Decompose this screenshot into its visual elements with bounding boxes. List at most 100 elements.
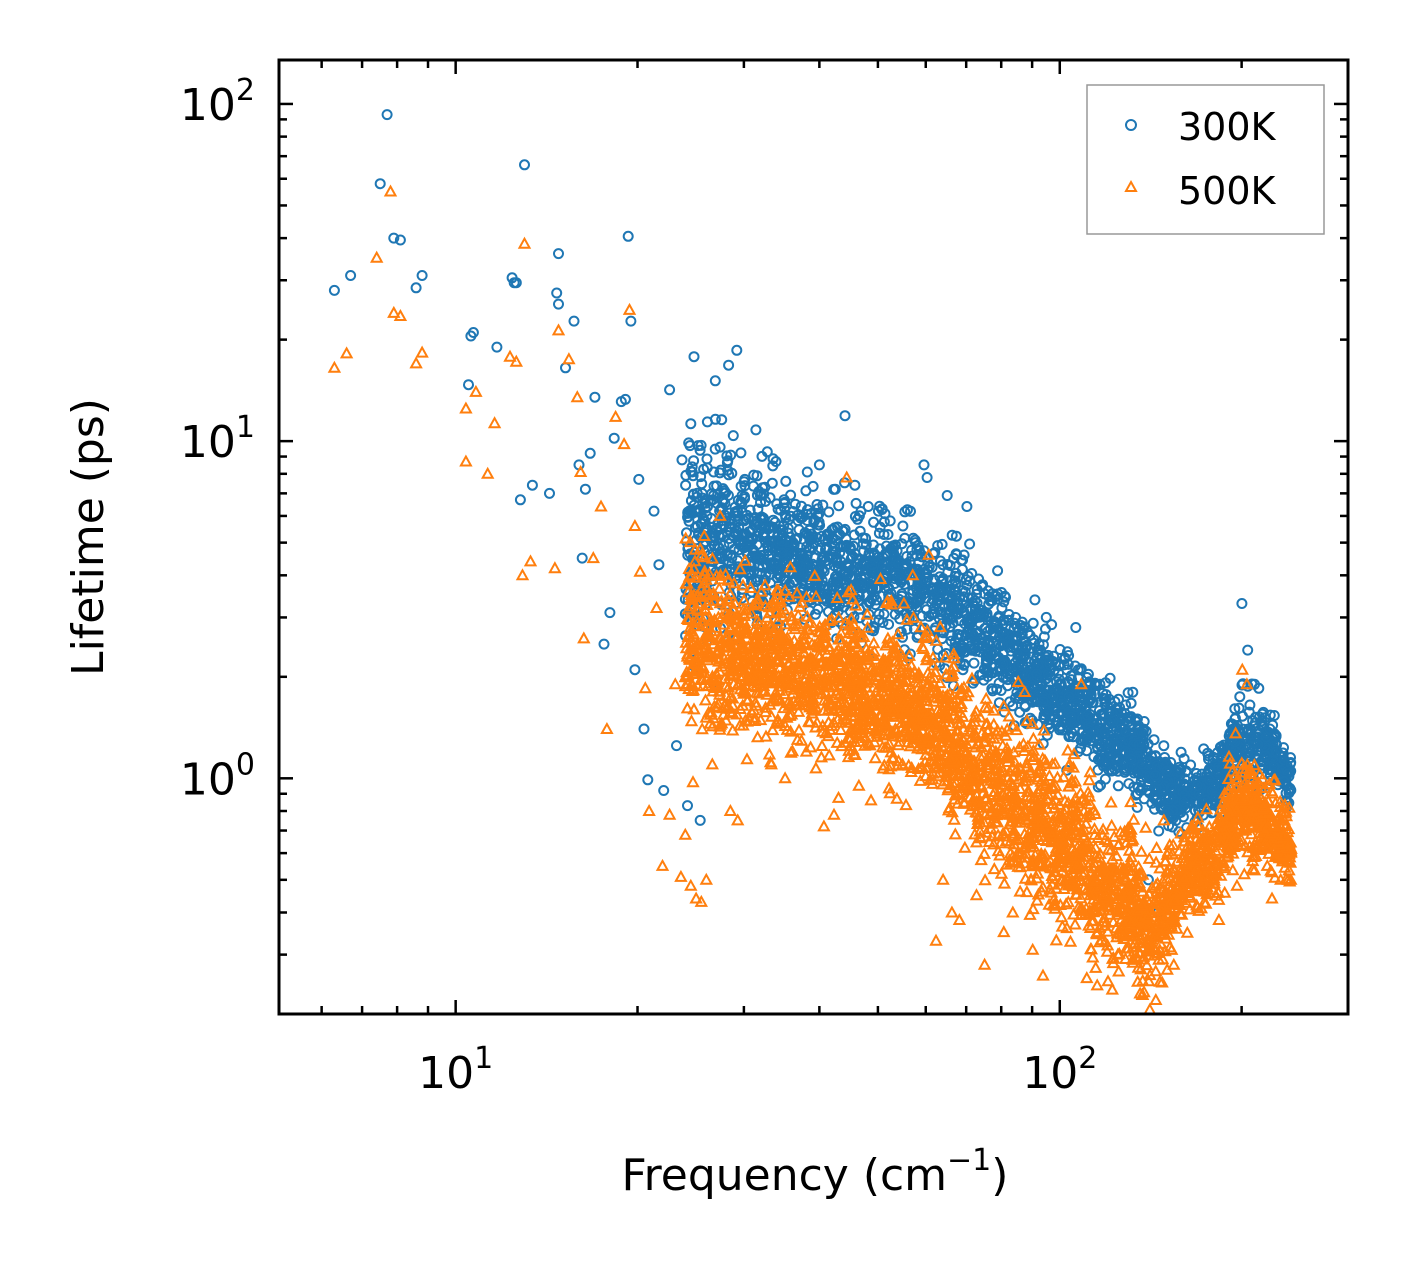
- data-point: [948, 827, 962, 840]
- data-point: [680, 479, 692, 491]
- data-point: [658, 785, 670, 796]
- data-point: [1134, 844, 1149, 857]
- data-point: [855, 578, 867, 590]
- data-point: [892, 557, 904, 569]
- data-point: [1284, 785, 1295, 796]
- data-point: [830, 735, 844, 748]
- data-point: [818, 533, 830, 545]
- data-point: [789, 498, 801, 510]
- data-point: [1036, 880, 1050, 893]
- data-point: [1163, 940, 1177, 953]
- data-point: [934, 606, 946, 618]
- data-point: [1031, 866, 1045, 879]
- data-point: [696, 672, 710, 685]
- data-point: [1218, 885, 1232, 898]
- data-point: [1104, 795, 1118, 808]
- data-point: [589, 391, 601, 403]
- data-point: [1018, 871, 1033, 884]
- data-point: [935, 777, 950, 790]
- data-point: [1099, 696, 1111, 708]
- data-point: [1180, 802, 1192, 814]
- data-point: [772, 503, 784, 515]
- data-point: [1059, 897, 1073, 910]
- data-point: [810, 715, 824, 728]
- data-point: [1089, 960, 1103, 973]
- data-point: [880, 547, 892, 559]
- data-point: [701, 453, 713, 465]
- data-point: [758, 705, 773, 718]
- data-point: [951, 549, 963, 561]
- data-point: [987, 862, 1001, 875]
- data-point: [1032, 737, 1047, 750]
- data-point: [883, 618, 895, 630]
- data-point: [755, 683, 770, 696]
- data-point: [1112, 964, 1126, 977]
- data-point: [1112, 780, 1124, 792]
- data-point: [625, 315, 637, 327]
- data-point: [1131, 713, 1143, 725]
- data-point: [804, 545, 816, 557]
- data-point: [1252, 738, 1264, 750]
- data-point: [1235, 739, 1247, 751]
- data-point: [1066, 727, 1078, 739]
- data-point: [792, 723, 806, 736]
- data-point: [1243, 706, 1255, 718]
- data-point: [755, 497, 766, 509]
- data-point: [1101, 835, 1115, 848]
- data-point: [1199, 896, 1213, 909]
- data-point: [832, 632, 846, 645]
- data-point: [982, 638, 994, 650]
- data-point: [817, 551, 829, 563]
- data-point: [919, 575, 931, 587]
- data-point: [971, 584, 983, 595]
- data-point: [911, 550, 923, 561]
- data-point: [721, 450, 733, 462]
- data-point: [990, 815, 1005, 828]
- data-point: [1100, 689, 1112, 701]
- data-point: [949, 787, 963, 800]
- data-point: [1208, 779, 1220, 791]
- data-point: [1062, 850, 1076, 863]
- data-point: [1058, 653, 1070, 665]
- data-point: [1030, 893, 1044, 906]
- data-point: [983, 598, 995, 610]
- data-point: [568, 315, 580, 327]
- data-point: [1053, 850, 1068, 863]
- data-point: [1236, 679, 1248, 691]
- data-point: [687, 470, 699, 482]
- data-point: [997, 699, 1011, 712]
- data-point: [743, 580, 758, 593]
- data-point: [1133, 739, 1145, 751]
- data-point: [722, 464, 734, 476]
- data-point: [584, 447, 596, 459]
- data-point: [973, 573, 985, 585]
- data-point: [974, 853, 988, 866]
- data-point: [1025, 668, 1037, 680]
- data-point: [1091, 741, 1103, 753]
- data-point: [682, 800, 693, 812]
- data-point: [1166, 838, 1180, 851]
- data-point: [776, 609, 790, 622]
- data-point: [1099, 773, 1111, 785]
- data-point: [1199, 802, 1214, 815]
- data-point: [1222, 749, 1236, 762]
- data-point: [746, 532, 758, 544]
- data-point: [608, 432, 620, 444]
- data-point: [709, 443, 721, 455]
- data-point: [1046, 781, 1060, 794]
- data-point: [519, 159, 530, 171]
- data-point: [1226, 863, 1240, 876]
- data-point: [925, 772, 940, 785]
- data-point: [1066, 760, 1080, 773]
- data-point: [969, 675, 981, 686]
- data-point: [784, 697, 798, 710]
- data-point: [780, 710, 794, 723]
- data-point: [855, 506, 867, 517]
- data-point: [837, 525, 849, 537]
- data-point: [714, 441, 726, 453]
- data-point: [1175, 907, 1189, 920]
- data-point: [1051, 676, 1063, 688]
- data-point: [846, 626, 860, 639]
- data-point: [1095, 779, 1106, 791]
- data-point: [1112, 754, 1124, 766]
